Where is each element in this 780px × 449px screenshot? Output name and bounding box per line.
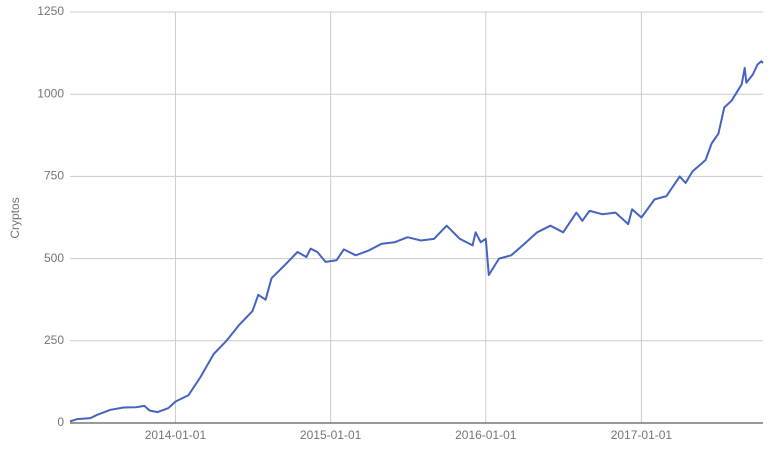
data-line bbox=[69, 60, 764, 423]
y-tick-label: 1250 bbox=[37, 4, 64, 18]
x-tick-label: 2014-01-01 bbox=[145, 428, 207, 442]
y-tick-label: 1000 bbox=[37, 86, 64, 100]
x-tick-label: 2015-01-01 bbox=[300, 428, 362, 442]
y-axis-label: Cryptos bbox=[8, 197, 22, 238]
x-tick-label: 2017-01-01 bbox=[611, 428, 673, 442]
y-tick-label: 500 bbox=[44, 251, 64, 265]
y-tick-label: 750 bbox=[44, 169, 64, 183]
y-tick-label: 0 bbox=[57, 415, 64, 429]
y-tick-label: 250 bbox=[44, 333, 64, 347]
x-tick-label: 2016-01-01 bbox=[455, 428, 517, 442]
